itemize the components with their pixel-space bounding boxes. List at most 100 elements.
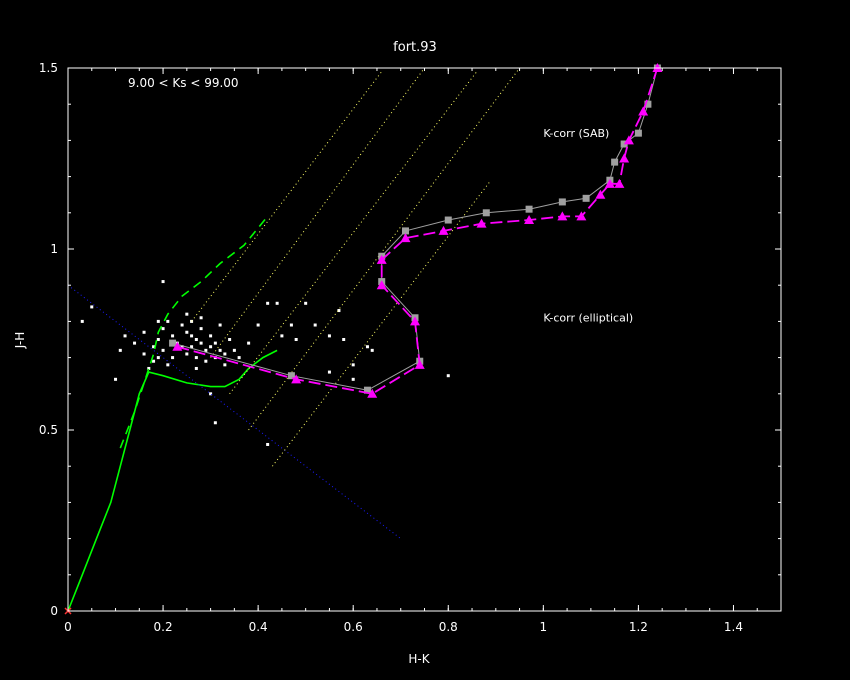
star-point (289, 323, 293, 327)
track-triangle-marker (623, 135, 634, 145)
track-triangle-marker (604, 178, 615, 188)
track-square-marker (363, 386, 371, 394)
star-point (247, 341, 251, 345)
star-point (237, 356, 241, 360)
track-triangle-marker (638, 106, 649, 116)
track-triangle-marker (367, 388, 378, 398)
star-point (180, 323, 184, 327)
star-point (190, 345, 194, 349)
star-point (342, 338, 346, 341)
chart-title: fort.93 (393, 40, 437, 55)
star-point (266, 442, 270, 446)
star-point (194, 366, 198, 370)
star-point (161, 348, 165, 352)
y-tick-label: 1.5 (39, 61, 58, 75)
x-axis-ticks: 0 0.2 0.4 0.6 0.8 1 1.2 1.4 (64, 68, 758, 634)
star-point (365, 345, 369, 349)
y-axis-ticks: 0 0.5 1 1.5 (39, 61, 781, 618)
star-point (209, 345, 213, 349)
star-point (370, 348, 374, 352)
star-point (142, 330, 146, 334)
x-tick-label: 0 (64, 620, 72, 634)
star-point (218, 348, 222, 352)
star-point (171, 356, 175, 360)
star-point (118, 348, 122, 352)
star-point (266, 301, 270, 305)
star-point (171, 334, 175, 338)
dotted-guide-line (210, 67, 425, 358)
giant-locus-line (119, 215, 269, 449)
star-point (199, 327, 203, 331)
star-point (161, 280, 165, 284)
series-10-track (172, 63, 663, 398)
star-point (180, 345, 184, 349)
star-point (80, 319, 84, 323)
track-triangle-marker (291, 374, 302, 384)
track-triangle-marker (476, 218, 487, 228)
star-point (304, 301, 308, 305)
star-point (294, 338, 298, 341)
star-point (133, 341, 137, 345)
star-point (194, 338, 198, 341)
star-point (209, 392, 213, 396)
star-point (213, 341, 217, 345)
star-point (218, 323, 222, 327)
star-point (337, 309, 341, 313)
track-square-marker (558, 198, 566, 206)
track-square-marker (169, 339, 177, 347)
track-triangle-marker (576, 211, 587, 221)
magnitude-range-label: 9.00 < Ks < 99.00 (128, 76, 239, 90)
track-square-marker (634, 129, 642, 137)
star-point (199, 341, 203, 345)
star-point (204, 348, 208, 352)
star-point (228, 338, 232, 341)
star-point (114, 377, 118, 381)
star-point (199, 316, 203, 320)
track-triangle-marker (172, 341, 183, 351)
star-point (156, 338, 160, 341)
star-point (152, 359, 156, 363)
track-line (177, 67, 659, 395)
track-square-marker (444, 216, 452, 224)
star-point (223, 352, 227, 356)
x-tick-label: 1.4 (724, 620, 743, 634)
x-tick-label: 0.2 (154, 620, 173, 634)
x-axis-label: H-K (408, 652, 430, 666)
star-point (161, 327, 165, 331)
star-point (90, 305, 94, 309)
y-tick-label: 0.5 (39, 423, 58, 437)
track-triangle-marker (438, 225, 449, 235)
star-point (190, 319, 194, 323)
annotation-sab: K-corr (SAB) (543, 127, 609, 140)
star-point (142, 352, 146, 356)
track-triangle-marker (557, 211, 568, 221)
track-square-marker (582, 194, 590, 202)
star-point (166, 363, 170, 367)
star-point (185, 352, 189, 356)
track-triangle-marker (409, 316, 420, 326)
dotted-guide-line (191, 71, 383, 322)
track-square-marker (482, 209, 490, 217)
x-tick-label: 1 (540, 620, 548, 634)
track-square-marker (644, 100, 652, 108)
track-square-marker (287, 372, 295, 380)
track-triangle-marker (414, 359, 425, 369)
annotations: K-corr (SAB) K-corr (elliptical) (543, 127, 633, 325)
star-point (275, 301, 279, 305)
track-triangle-marker (376, 280, 387, 290)
x-tick-label: 0.6 (344, 620, 363, 634)
track-square-marker (401, 227, 409, 235)
track-triangle-marker (595, 189, 606, 199)
star-point (147, 366, 151, 370)
x-tick-label: 1.2 (629, 620, 648, 634)
star-point (313, 323, 317, 327)
star-point (185, 312, 189, 316)
star-point (446, 374, 450, 378)
star-point (152, 345, 156, 349)
y-axis-label: J-H (13, 332, 27, 349)
y-tick-label: 1 (50, 242, 58, 256)
y-tick-label: 0 (50, 604, 58, 618)
dwarf-locus-line (67, 349, 278, 612)
